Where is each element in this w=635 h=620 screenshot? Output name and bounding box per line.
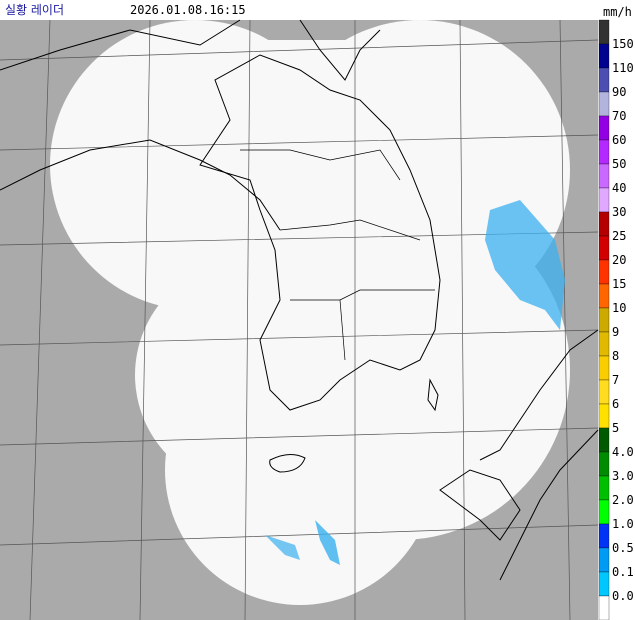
- unit: mm/h: [603, 5, 632, 19]
- legend-label: 90: [612, 85, 626, 99]
- province-borders: [240, 149, 435, 361]
- legend-label: 40: [612, 181, 626, 195]
- legend-label: 60: [612, 133, 626, 147]
- legend-label: 70: [612, 109, 626, 123]
- legend-swatch: [598, 91, 610, 117]
- legend-swatch: [598, 163, 610, 189]
- legend-swatch: [598, 283, 610, 309]
- legend-label: 0.5: [612, 541, 634, 555]
- legend-swatch: [598, 451, 610, 477]
- legend-label: 5: [612, 421, 619, 435]
- legend-swatch: [598, 259, 610, 285]
- timestamp: 2026.01.08.16:15: [130, 3, 246, 17]
- legend-label: 7: [612, 373, 619, 387]
- legend-label: 150: [612, 37, 634, 51]
- legend-swatch: [598, 19, 610, 45]
- legend-swatch: [598, 355, 610, 381]
- grid: [0, 19, 599, 620]
- legend-swatch: [598, 427, 610, 453]
- legend-swatch: [598, 187, 610, 213]
- legend-label: 0.1: [612, 565, 634, 579]
- legend: 150 110 90 70 60 50 40 30 25 20 15 10 9 8 7 6 5 4.0 3.0 2.0…: [598, 19, 634, 620]
- legend-swatch: [598, 211, 610, 237]
- legend-swatch: [598, 571, 610, 597]
- legend-swatch: [598, 139, 610, 165]
- legend-swatch: [598, 67, 610, 93]
- legend-swatch: [598, 115, 610, 141]
- legend-label: 0.0: [612, 589, 634, 603]
- legend-label: 1.0: [612, 517, 634, 531]
- legend-label: 20: [612, 253, 626, 267]
- legend-label: 15: [612, 277, 626, 291]
- legend-swatch: [598, 475, 610, 501]
- legend-swatch: [598, 307, 610, 333]
- legend-label: 6: [612, 397, 619, 411]
- legend-label: 110: [612, 61, 634, 75]
- legend-label: 25: [612, 229, 626, 243]
- precipitation: [265, 200, 565, 565]
- title: 실황 레이더: [5, 3, 64, 17]
- legend-swatch: [598, 499, 610, 525]
- legend-label: 4.0: [612, 445, 634, 459]
- legend-swatch: [598, 403, 610, 429]
- radar-coverage: [50, 20, 570, 605]
- legend-label: 30: [612, 205, 626, 219]
- legend-label: 3.0: [612, 469, 634, 483]
- map: [0, 19, 599, 620]
- legend-label: 50: [612, 157, 626, 171]
- legend-swatch: [598, 331, 610, 357]
- legend-label: 9: [612, 325, 619, 339]
- legend-label: 10: [612, 301, 626, 315]
- legend-swatch: [598, 379, 610, 405]
- legend-label: 2.0: [612, 493, 634, 507]
- coastline: [0, 19, 599, 581]
- legend-swatch-base: [598, 595, 610, 620]
- legend-swatch: [598, 43, 610, 69]
- legend-swatch: [598, 235, 610, 261]
- legend-label: 8: [612, 349, 619, 363]
- legend-swatch: [598, 523, 610, 549]
- legend-swatch: [598, 547, 610, 573]
